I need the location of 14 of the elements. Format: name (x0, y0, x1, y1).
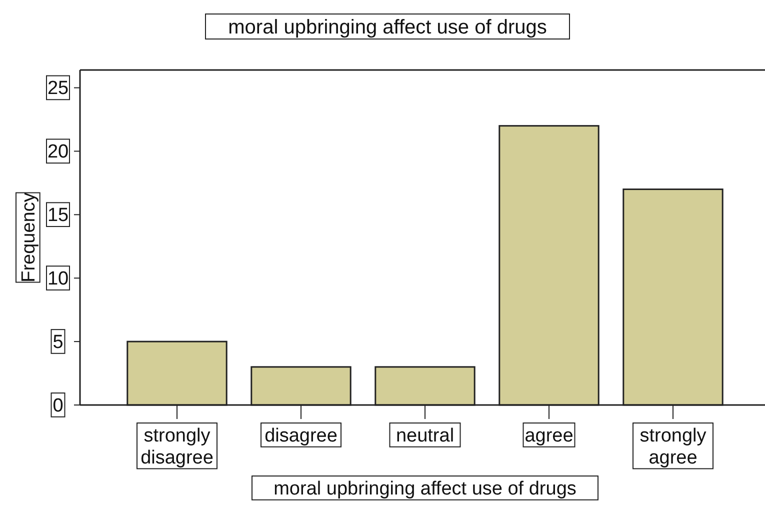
chart-title: moral upbringing affect use of drugs (228, 16, 547, 38)
y-tick-label: 0 (52, 395, 64, 416)
x-tick-label: strongly agree (640, 425, 707, 468)
x-axis-title: moral upbringing affect use of drugs (274, 478, 576, 500)
y-tick-label: 10 (47, 268, 69, 290)
y-tick-label: 25 (47, 78, 69, 100)
x-tick-label: neutral (396, 425, 454, 446)
y-axis-title: Frequency (18, 192, 40, 282)
x-tick-label: agree (524, 425, 574, 446)
x-tick-label: strongly disagree (140, 425, 214, 468)
y-tick-label: 5 (52, 332, 64, 354)
y-tick-label: 20 (47, 142, 69, 163)
x-tick-label: disagree (264, 425, 338, 446)
y-tick-label: 15 (47, 205, 69, 226)
